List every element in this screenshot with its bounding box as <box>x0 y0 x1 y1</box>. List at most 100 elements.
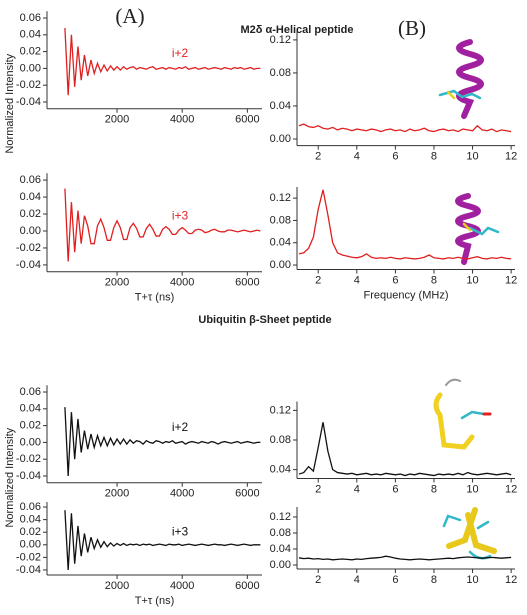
x-tick-label: 8 <box>431 151 437 163</box>
annotation: i+3 <box>172 525 189 539</box>
x-tick-label: 6 <box>392 483 398 495</box>
y-tick-label: 0.00 <box>20 62 41 74</box>
y-tick-label: 0.04 <box>20 191 41 203</box>
y-tick-label: -0.04 <box>16 259 41 271</box>
section-title: Ubiquitin β-Sheet peptide <box>198 314 331 326</box>
panel-label: (B) <box>398 16 426 40</box>
y-tick-label: 0.08 <box>270 527 291 539</box>
x-tick-label: 2000 <box>105 277 129 289</box>
y-tick-label: 0.06 <box>20 501 41 513</box>
y-tick-label: 0.04 <box>20 29 41 41</box>
y-tick-label: 0.02 <box>20 526 41 538</box>
x-tick-label: 10 <box>466 483 478 495</box>
x-axis-label: T+τ (ns) <box>135 292 175 304</box>
x-axis-label: T+τ (ns) <box>135 595 175 607</box>
x-tick-label: 4 <box>354 483 360 495</box>
molecule-sheet <box>442 507 497 560</box>
y-axis-label: Normalized Intensity <box>4 427 16 527</box>
panel-label: (A) <box>115 4 144 28</box>
x-tick-label: 12 <box>505 151 517 163</box>
y-tick-label: 0.08 <box>270 67 291 79</box>
x-tick-label: 4000 <box>170 488 194 500</box>
x-tick-label: 6 <box>392 151 398 163</box>
x-tick-label: 8 <box>431 483 437 495</box>
x-tick-label: 2 <box>315 483 321 495</box>
y-tick-label: 0.00 <box>20 225 41 237</box>
x-tick-label: 10 <box>466 574 478 586</box>
x-tick-label: 2 <box>315 151 321 163</box>
data-line <box>64 510 261 571</box>
y-tick-label: 0.12 <box>270 192 291 204</box>
x-tick-label: 12 <box>505 274 517 286</box>
x-tick-label: 12 <box>505 574 517 586</box>
x-tick-label: 6000 <box>235 114 259 126</box>
data-line <box>298 422 512 477</box>
x-tick-label: 4000 <box>170 277 194 289</box>
x-tick-label: 4 <box>354 274 360 286</box>
x-tick-label: 10 <box>466 151 478 163</box>
y-tick-label: 0.04 <box>20 514 41 526</box>
y-tick-label: 0.00 <box>20 436 41 448</box>
y-axis-label: Normalized Intensity <box>4 53 16 153</box>
x-tick-label: 4 <box>354 574 360 586</box>
annotation: i+2 <box>172 420 189 434</box>
x-tick-label: 12 <box>505 483 517 495</box>
y-tick-label: 0.12 <box>270 511 291 523</box>
molecule-helix <box>438 39 484 119</box>
x-tick-label: 2000 <box>105 114 129 126</box>
y-tick-label: -0.04 <box>16 96 41 108</box>
x-tick-label: 6000 <box>235 277 259 289</box>
y-tick-label: 0.00 <box>270 559 291 571</box>
x-tick-label: 6 <box>392 274 398 286</box>
x-tick-label: 2000 <box>105 580 129 592</box>
y-tick-label: 0.06 <box>20 174 41 186</box>
y-tick-label: -0.02 <box>16 551 41 563</box>
y-tick-label: -0.02 <box>16 79 41 91</box>
y-tick-label: 0.06 <box>20 12 41 24</box>
annotation: i+2 <box>172 46 189 60</box>
y-tick-label: 0.04 <box>270 543 291 555</box>
molecule-sheet <box>433 378 492 450</box>
y-tick-label: 0.02 <box>20 420 41 432</box>
x-tick-label: 2 <box>315 274 321 286</box>
y-tick-label: 0.02 <box>20 208 41 220</box>
data-line <box>298 189 512 260</box>
y-tick-label: 0.04 <box>270 237 291 249</box>
y-tick-label: 0.08 <box>270 434 291 446</box>
x-tick-label: 6000 <box>235 580 259 592</box>
y-tick-label: 0.00 <box>20 539 41 551</box>
annotation: i+3 <box>172 209 189 223</box>
data-line <box>64 188 261 262</box>
data-line <box>298 555 512 561</box>
y-tick-label: 0.12 <box>270 34 291 46</box>
x-tick-label: 8 <box>431 574 437 586</box>
data-line <box>298 123 512 133</box>
y-tick-label: 0.02 <box>20 46 41 58</box>
x-tick-label: 6000 <box>235 488 259 500</box>
y-tick-label: -0.04 <box>16 564 41 576</box>
y-tick-label: 0.00 <box>270 259 291 271</box>
y-tick-label: 0.04 <box>20 403 41 415</box>
y-tick-label: 0.00 <box>270 133 291 145</box>
x-tick-label: 4000 <box>170 580 194 592</box>
y-tick-label: -0.02 <box>16 242 41 254</box>
y-tick-label: 0.04 <box>270 100 291 112</box>
section-title: M2δ α-Helical peptide <box>240 24 353 36</box>
x-tick-label: 2000 <box>105 488 129 500</box>
x-tick-label: 10 <box>466 274 478 286</box>
y-tick-label: 0.12 <box>270 404 291 416</box>
x-tick-label: 4 <box>354 151 360 163</box>
x-tick-label: 8 <box>431 274 437 286</box>
y-tick-label: -0.02 <box>16 453 41 465</box>
y-tick-label: 0.04 <box>270 464 291 476</box>
y-tick-label: -0.04 <box>16 470 41 482</box>
data-line <box>64 407 261 477</box>
data-line <box>64 28 261 96</box>
x-tick-label: 4000 <box>170 114 194 126</box>
x-tick-label: 2 <box>315 574 321 586</box>
x-tick-label: 6 <box>392 574 398 586</box>
x-axis-label: Frequency (MHz) <box>364 289 449 301</box>
y-tick-label: 0.06 <box>20 386 41 398</box>
y-tick-label: 0.08 <box>270 214 291 226</box>
